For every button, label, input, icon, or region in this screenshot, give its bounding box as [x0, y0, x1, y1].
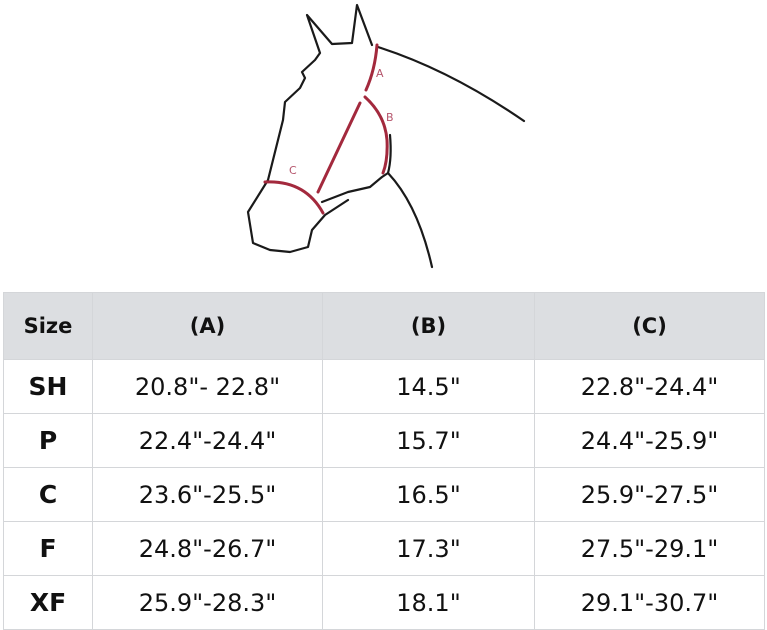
- measure-b-cell: 18.1": [322, 575, 535, 630]
- measure-line-diagonal: [316, 101, 362, 194]
- measure-b-cell: 17.3": [322, 521, 535, 576]
- table-row: P 22.4"-24.4" 15.7" 24.4"-25.9": [3, 413, 765, 468]
- measure-a-cell: 23.6"-25.5": [92, 467, 323, 522]
- measurement-lines: [263, 43, 389, 215]
- size-cell: XF: [3, 575, 93, 630]
- measure-c-cell: 24.4"-25.9": [534, 413, 765, 468]
- header-b: (B): [322, 292, 535, 360]
- horse-head-diagram: A B C: [246, 3, 526, 269]
- measure-a-cell: 20.8"- 22.8": [92, 359, 323, 414]
- label-a: A: [376, 67, 384, 80]
- measure-c-cell: 22.8"-24.4": [534, 359, 765, 414]
- label-b: B: [386, 111, 394, 124]
- size-cell: SH: [3, 359, 93, 414]
- measure-a-cell: 24.8"-26.7": [92, 521, 323, 576]
- measure-a-cell: 25.9"-28.3": [92, 575, 323, 630]
- table-row: C 23.6"-25.5" 16.5" 25.9"-27.5": [3, 467, 765, 522]
- size-cell: C: [3, 467, 93, 522]
- table-row: F 24.8"-26.7" 17.3" 27.5"-29.1": [3, 521, 765, 576]
- header-size: Size: [3, 292, 93, 360]
- measure-c-cell: 29.1"-30.7": [534, 575, 765, 630]
- header-c: (C): [534, 292, 765, 360]
- table-header-row: Size (A) (B) (C): [3, 292, 765, 360]
- label-c: C: [289, 164, 297, 177]
- table-row: SH 20.8"- 22.8" 14.5" 22.8"-24.4": [3, 359, 765, 414]
- measure-line-c: [263, 180, 325, 215]
- table-row: XF 25.9"-28.3" 18.1" 29.1"-30.7": [3, 575, 765, 630]
- measure-b-cell: 15.7": [322, 413, 535, 468]
- measure-c-cell: 25.9"-27.5": [534, 467, 765, 522]
- measure-b-cell: 16.5": [322, 467, 535, 522]
- horse-outline: [246, 3, 526, 269]
- measure-b-cell: 14.5": [322, 359, 535, 414]
- size-cell: P: [3, 413, 93, 468]
- header-a: (A): [92, 292, 323, 360]
- size-chart-table: Size (A) (B) (C) SH 20.8"- 22.8" 14.5" 22.8…: [3, 292, 765, 630]
- measure-c-cell: 27.5"-29.1": [534, 521, 765, 576]
- size-cell: F: [3, 521, 93, 576]
- measure-line-a: [364, 43, 379, 92]
- measure-a-cell: 22.4"-24.4": [92, 413, 323, 468]
- measure-line-b: [363, 95, 389, 175]
